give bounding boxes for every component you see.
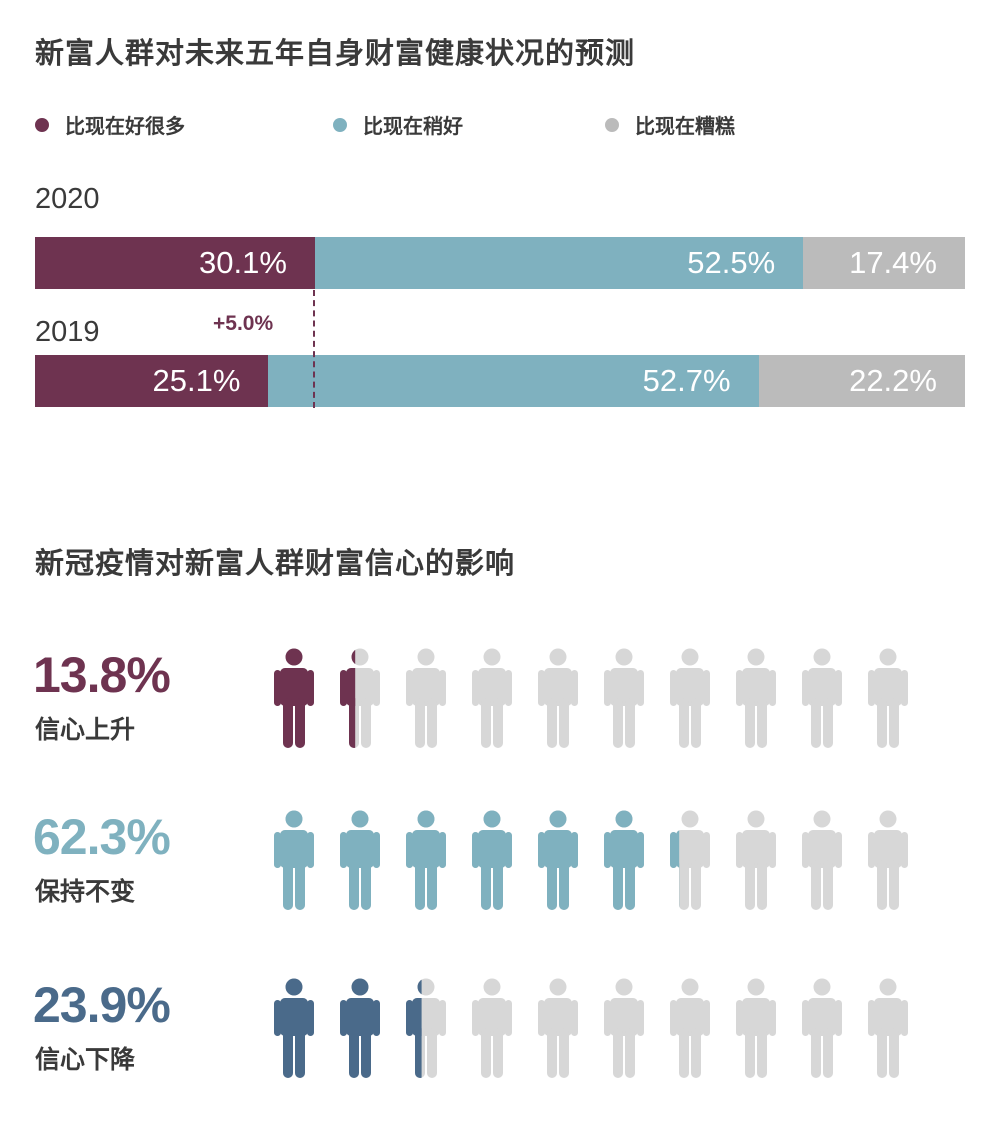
person-icon: [340, 648, 380, 748]
person-icon: [670, 648, 710, 748]
bar-segment: 25.1%: [35, 355, 269, 407]
row-label: 信心下降: [35, 1045, 136, 1074]
person-icon: [406, 648, 446, 748]
person-icon: [802, 978, 842, 1078]
stacked-bar-2020: 30.1% 52.5% 17.4%: [35, 237, 965, 289]
person-icon: [274, 810, 314, 910]
person-icon: [274, 648, 314, 748]
person-icon: [472, 978, 512, 1078]
legend-label: 比现在糟糕: [635, 114, 735, 138]
legend-dot: [333, 117, 347, 132]
bar-segment: 52.7%: [268, 355, 759, 407]
bar-segment: 30.1%: [35, 237, 315, 289]
bar-segment: 22.2%: [758, 355, 965, 407]
legend-dot: [35, 117, 49, 132]
legend-label: 比现在好很多: [65, 114, 185, 138]
chart-title-forecast: 新富人群对未来五年自身财富健康状况的预测: [35, 36, 636, 70]
person-icon-row: [274, 978, 908, 1078]
bar-segment: 17.4%: [803, 237, 965, 289]
dashed-reference-line: [313, 290, 315, 408]
year-label-2020: 2020: [35, 183, 100, 215]
person-icon: [802, 648, 842, 748]
change-annotation: +5.0%: [213, 312, 274, 335]
person-icon: [604, 978, 644, 1078]
person-icon: [340, 978, 380, 1078]
person-icon: [868, 978, 908, 1078]
bar-segment: 52.5%: [314, 237, 804, 289]
legend-dot: [605, 117, 619, 132]
person-icon: [802, 810, 842, 910]
year-label-2019: 2019: [35, 316, 100, 348]
person-icon: [736, 810, 776, 910]
percentage-value: 62.3%: [33, 809, 171, 865]
percentage-value: 13.8%: [33, 647, 171, 703]
percentage-value: 23.9%: [33, 977, 171, 1033]
person-icon: [604, 810, 644, 910]
person-icon: [736, 648, 776, 748]
person-icon: [406, 810, 446, 910]
row-label: 保持不变: [35, 877, 136, 906]
person-icon-row: [274, 648, 908, 748]
person-icon: [670, 978, 710, 1078]
person-icon: [472, 648, 512, 748]
person-icon: [604, 648, 644, 748]
person-icon: [472, 810, 512, 910]
stacked-bar-2019: 25.1% 52.7% 22.2%: [35, 355, 965, 407]
person-icon: [274, 978, 314, 1078]
row-label: 信心上升: [35, 715, 136, 744]
legend-item-worse: 比现在糟糕: [605, 110, 735, 139]
person-icon-row: [274, 810, 908, 910]
person-icon: [736, 978, 776, 1078]
data-label: 22.2%: [849, 363, 937, 398]
person-icon: [868, 810, 908, 910]
legend-item-slightly-better: 比现在稍好: [333, 110, 463, 139]
person-icon: [340, 810, 380, 910]
data-label: 17.4%: [849, 245, 937, 280]
person-icon: [868, 648, 908, 748]
person-icon: [538, 978, 578, 1078]
person-icon: [670, 810, 710, 910]
legend-item-much-better: 比现在好很多: [35, 110, 185, 139]
data-label: 25.1%: [152, 363, 241, 398]
data-label: 30.1%: [199, 245, 287, 280]
data-label: 52.5%: [687, 245, 776, 280]
person-icon: [538, 648, 578, 748]
data-label: 52.7%: [642, 363, 731, 398]
person-icon: [406, 978, 446, 1078]
legend-label: 比现在稍好: [363, 114, 463, 138]
person-icon: [538, 810, 578, 910]
chart-title-covid-impact: 新冠疫情对新富人群财富信心的影响: [35, 546, 516, 580]
